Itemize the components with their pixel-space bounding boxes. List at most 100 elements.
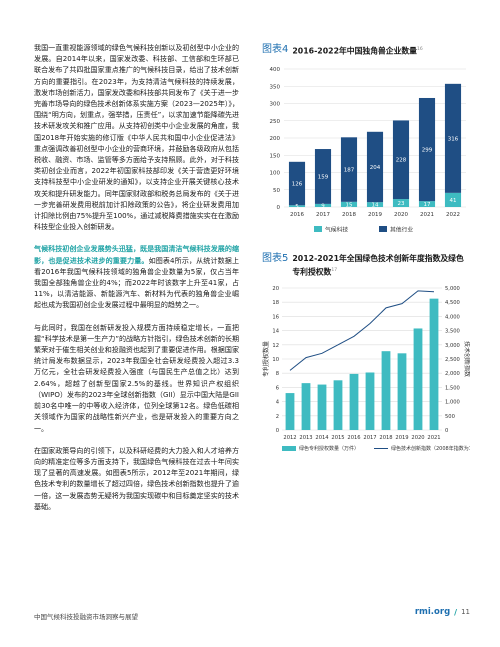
y-tick-label: 0 — [276, 428, 279, 434]
bar-climate-tech — [418, 201, 436, 208]
y-axis-label: 专利授权数量 — [262, 341, 270, 377]
bar-climate-tech — [288, 205, 306, 208]
bar-patent-count — [285, 392, 295, 430]
figure-5-caption: 2012-2021年全国绿色技术创新年度指数及绿色专利授权数 — [292, 254, 464, 277]
bar-other-industries — [288, 161, 306, 206]
y-tick-label: 20 — [272, 286, 279, 292]
paragraph-growth: 在国家政策导向的引领下，以及科研经费的大力投入和人才培养方向的精准定位等多方面支… — [34, 445, 239, 511]
bar-other-industries — [366, 131, 384, 203]
x-tick-label: 2016 — [347, 435, 360, 441]
bar-patent-count — [397, 352, 407, 430]
bar-other-industries — [392, 120, 410, 200]
footer-brand: rmi.org / 11 — [415, 607, 470, 617]
green-patent-chart: 0 2 4 6 8 10 12 14 16 18 20 0 500 1,000 1,500 2,000 2,50… — [262, 286, 486, 452]
legend-label-climate-tech: 气候科技 — [325, 226, 348, 234]
x-tick-label: 2015 — [331, 435, 344, 441]
bar-climate-tech — [392, 199, 410, 208]
figure-5: 图表5 2012-2021年全国绿色技术创新年度指数及绿色专利授权数17 0 2 4… — [262, 253, 486, 472]
y-tick-label: 150 — [270, 153, 281, 159]
x-tick-label: 2019 — [368, 212, 382, 218]
legend-swatch-patents — [282, 445, 296, 451]
y-tick-label: 100 — [270, 171, 281, 177]
y-tick-label: 250 — [270, 119, 281, 125]
y2-tick-label: 4,000 — [445, 314, 460, 320]
figure-4: 图表4 2016-2022年中国独角兽企业数量16 0 50 100 150 200 25… — [262, 44, 470, 246]
data-label-other-industries: 159 — [318, 175, 329, 181]
y-tick-label: 300 — [270, 102, 281, 108]
y-tick-label: 6 — [276, 385, 279, 391]
figure-4-footnote: 16 — [416, 47, 423, 52]
page-number: 11 — [461, 608, 470, 616]
bar-patent-count — [301, 382, 311, 430]
bar-climate-tech — [366, 202, 384, 208]
figure-4-caption: 2016-2022年中国独角兽企业数量 — [292, 46, 417, 56]
y-tick-label: 8 — [276, 371, 279, 377]
body-text: 我国一直重视能源领域的绿色气候科技创新以及初创型中小企业的发展。自2014年以来… — [34, 42, 239, 523]
y2-tick-label: 3,500 — [445, 328, 460, 334]
y-tick-label: 0 — [277, 205, 281, 211]
y2-tick-label: 0 — [445, 428, 448, 434]
data-label-climate-tech: 17 — [424, 202, 431, 208]
highlight-sentence: 气候科技初创企业发展势头迅猛，既是我国清洁气候科技发展的缩影，也是促进技术进步的… — [34, 244, 239, 265]
figure-5-footnote: 17 — [331, 267, 338, 273]
paragraph-unicorns: 气候科技初创企业发展势头迅猛，既是我国清洁气候科技发展的缩影，也是促进技术进步的… — [34, 243, 239, 310]
y-tick-label: 200 — [270, 136, 281, 142]
x-tick-label: 2018 — [379, 435, 392, 441]
x-tick-label: 2021 — [427, 435, 440, 441]
y2-tick-label: 2,000 — [445, 371, 460, 377]
data-label-climate-tech: 15 — [346, 203, 353, 209]
bar-other-industries — [314, 149, 332, 204]
footer-report-title: 中国气候科技投融资市场洞察与展望 — [34, 613, 138, 621]
bar-patent-count — [381, 350, 391, 430]
bar-patent-count — [317, 384, 327, 430]
bar-patent-count — [333, 379, 343, 430]
figure-5-title: 图表5 2012-2021年全国绿色技术创新年度指数及绿色专利授权数17 — [262, 253, 470, 278]
x-tick-label: 2017 — [363, 435, 376, 441]
y-tick-label: 50 — [273, 188, 280, 194]
x-tick-label: 2018 — [342, 212, 356, 218]
bar-climate-tech — [314, 203, 332, 208]
x-tick-label: 2013 — [299, 435, 312, 441]
paragraph-policy: 我国一直重视能源领域的绿色气候科技创新以及初创型中小企业的发展。自2014年以来… — [34, 43, 239, 232]
figure-5-number: 图表5 — [262, 253, 289, 264]
y-tick-label: 10 — [272, 357, 279, 363]
data-label-climate-tech: 23 — [398, 201, 405, 207]
bar-patent-count — [429, 298, 439, 430]
data-label-other-industries: 316 — [448, 136, 459, 142]
footer-separator: / — [454, 607, 458, 617]
y-tick-label: 4 — [276, 399, 280, 405]
bar-patent-count — [365, 372, 375, 430]
bar-other-industries — [444, 83, 462, 193]
y2-tick-label: 1,500 — [445, 385, 460, 391]
data-label-climate-tech: 14 — [372, 203, 379, 209]
bar-climate-tech — [444, 192, 462, 208]
y-tick-label: 18 — [272, 300, 279, 306]
bar-patent-count — [413, 328, 423, 430]
data-label-climate-tech: 9 — [321, 204, 325, 210]
x-tick-label: 2020 — [394, 212, 408, 218]
data-label-other-industries: 299 — [422, 148, 433, 154]
figure-4-title: 图表4 2016-2022年中国独角兽企业数量16 — [262, 44, 470, 57]
footer-site-link[interactable]: rmi.org — [414, 607, 451, 617]
y2-tick-label: 500 — [445, 413, 455, 419]
y-tick-label: 16 — [272, 314, 279, 320]
data-label-climate-tech: 41 — [450, 198, 457, 204]
y-tick-label: 2 — [276, 413, 279, 419]
bar-patent-count — [349, 373, 359, 430]
y-tick-label: 12 — [272, 342, 279, 348]
legend-swatch-other-industries — [379, 226, 387, 233]
data-label-climate-tech: 5 — [295, 204, 299, 210]
x-tick-label: 2017 — [316, 212, 330, 218]
paragraph-rnd: 与此同时，我国在创新研发投入规模方面持续稳定增长，一直把握“科学技术是第一生产力… — [34, 322, 239, 433]
y2-tick-label: 5,000 — [445, 286, 460, 292]
y2-tick-label: 1,000 — [445, 399, 460, 405]
bar-climate-tech — [340, 201, 358, 208]
x-tick-label: 2016 — [290, 212, 304, 218]
data-label-other-industries: 126 — [292, 182, 303, 188]
y-tick-label: 14 — [272, 328, 279, 334]
line-innovation-index — [289, 289, 435, 371]
unicorn-bar-chart: 0 50 100 150 200 250 300 350 400 5 126 2016 9 159 2017… — [270, 67, 466, 234]
bar-other-industries — [340, 137, 358, 202]
y2-tick-label: 4,500 — [445, 300, 460, 306]
data-label-other-industries: 228 — [396, 158, 407, 164]
